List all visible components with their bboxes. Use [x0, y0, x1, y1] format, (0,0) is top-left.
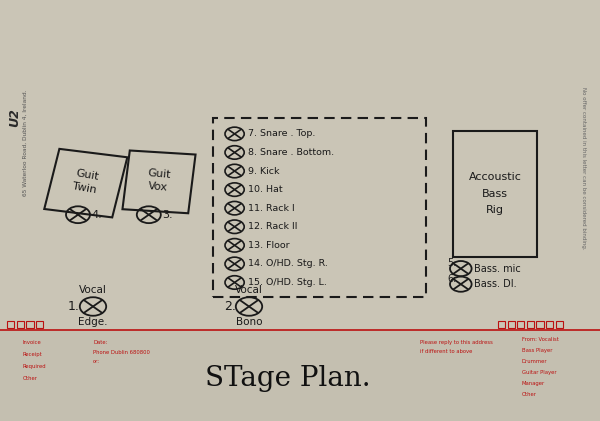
Bar — [0, 330, 600, 421]
Bar — [517, 321, 524, 328]
Text: Guit
Vox: Guit Vox — [146, 168, 172, 193]
Text: 2.: 2. — [224, 300, 236, 313]
Text: 1.: 1. — [68, 300, 80, 313]
Text: or:: or: — [93, 359, 100, 364]
Text: 15. O/HD. Stg. L.: 15. O/HD. Stg. L. — [248, 278, 326, 287]
Text: 65 Waterloo Road, Dublin 4, Ireland.: 65 Waterloo Road, Dublin 4, Ireland. — [23, 90, 28, 196]
Text: Manager: Manager — [522, 381, 545, 386]
Bar — [546, 321, 553, 328]
Text: 4.: 4. — [92, 210, 103, 220]
Text: Other: Other — [522, 392, 537, 397]
Text: 12. Rack II: 12. Rack II — [248, 222, 297, 231]
Text: Required: Required — [23, 364, 46, 369]
Text: Invoice: Invoice — [23, 340, 41, 345]
Bar — [527, 321, 534, 328]
Text: Receipt: Receipt — [23, 352, 43, 357]
Text: Guit
Twin: Guit Twin — [72, 168, 100, 195]
Text: No offer contained in this letter can be considered binding.: No offer contained in this letter can be… — [581, 87, 586, 250]
Text: Accoustic
Bass
Rig: Accoustic Bass Rig — [469, 172, 521, 215]
Bar — [7, 321, 14, 328]
Bar — [17, 321, 24, 328]
Bar — [536, 321, 544, 328]
Text: if different to above: if different to above — [420, 349, 472, 354]
Text: 13. Floor: 13. Floor — [248, 241, 289, 250]
Text: Phone Dublin 680800: Phone Dublin 680800 — [93, 350, 150, 355]
Text: Vocal: Vocal — [79, 285, 107, 295]
Text: Bass Player: Bass Player — [522, 348, 553, 353]
Text: Please reply to this address: Please reply to this address — [420, 340, 493, 345]
Text: STage Plan.: STage Plan. — [205, 365, 371, 392]
Text: U2: U2 — [8, 109, 22, 127]
Bar — [0, 0, 600, 330]
Text: Bass. DI.: Bass. DI. — [474, 279, 517, 289]
Text: 3.: 3. — [163, 210, 173, 220]
Bar — [498, 321, 505, 328]
Text: Guitar Player: Guitar Player — [522, 370, 557, 375]
Bar — [556, 321, 563, 328]
Text: 10. Hat: 10. Hat — [248, 185, 283, 194]
Text: From: Vocalist: From: Vocalist — [522, 337, 559, 342]
Bar — [213, 118, 426, 297]
Text: 14. O/HD. Stg. R.: 14. O/HD. Stg. R. — [248, 259, 328, 269]
Text: 8. Snare . Bottom.: 8. Snare . Bottom. — [248, 148, 334, 157]
Bar — [453, 131, 537, 257]
Text: Edge.: Edge. — [78, 317, 108, 327]
Text: Other: Other — [23, 376, 38, 381]
Text: Bass. mic: Bass. mic — [474, 264, 521, 274]
Text: Drummer: Drummer — [522, 359, 548, 364]
Bar — [26, 321, 34, 328]
Text: 9. Kick: 9. Kick — [248, 167, 279, 176]
Text: 11. Rack I: 11. Rack I — [248, 204, 295, 213]
Text: 5.: 5. — [447, 258, 456, 268]
Text: Date:: Date: — [93, 340, 107, 345]
Text: 6.: 6. — [447, 274, 456, 284]
Text: 7. Snare . Top.: 7. Snare . Top. — [248, 129, 315, 139]
Bar — [508, 321, 515, 328]
Text: Bono: Bono — [236, 317, 262, 327]
Bar — [36, 321, 43, 328]
Text: Vocal: Vocal — [235, 285, 263, 295]
